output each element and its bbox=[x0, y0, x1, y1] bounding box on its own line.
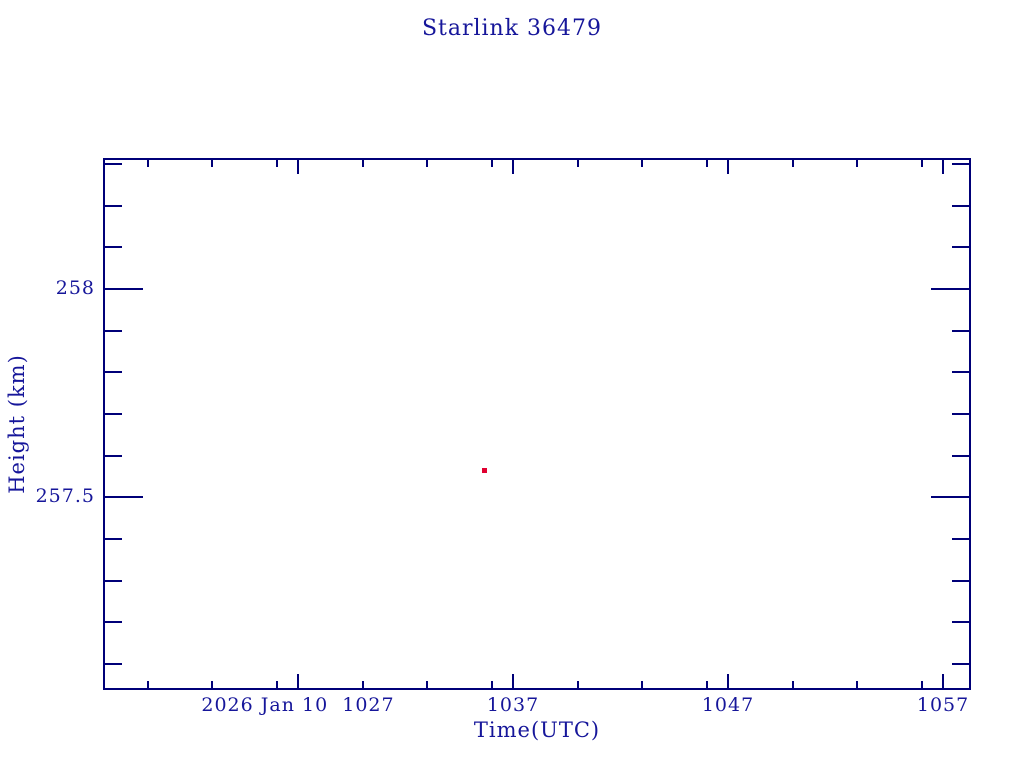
x-major-tick bbox=[297, 674, 299, 688]
x-minor-tick-mirror bbox=[920, 160, 923, 167]
y-minor-tick bbox=[105, 621, 122, 624]
y-axis-label: Height (km) bbox=[5, 354, 29, 494]
x-major-tick-mirror bbox=[727, 160, 730, 174]
y-minor-tick-mirror bbox=[952, 621, 969, 624]
y-major-tick bbox=[105, 496, 143, 499]
x-minor-tick-mirror bbox=[275, 160, 278, 167]
y-minor-tick bbox=[105, 538, 122, 541]
x-minor-tick bbox=[920, 681, 923, 688]
y-minor-tick bbox=[105, 204, 122, 207]
x-minor-tick-mirror bbox=[856, 160, 859, 167]
x-tick-label: 1037 bbox=[486, 694, 540, 716]
x-minor-tick bbox=[705, 681, 708, 688]
y-minor-tick bbox=[105, 663, 122, 666]
chart-title: Starlink 36479 bbox=[421, 16, 603, 41]
y-minor-tick bbox=[105, 454, 122, 457]
y-minor-tick-mirror bbox=[952, 454, 969, 457]
x-minor-tick bbox=[490, 681, 493, 688]
plot-area bbox=[103, 158, 971, 690]
x-major-tick-mirror bbox=[297, 160, 299, 174]
y-minor-tick-mirror bbox=[952, 538, 969, 541]
x-tick-label: 2026 Jan 10 1027 bbox=[201, 694, 395, 716]
x-minor-tick bbox=[641, 681, 644, 688]
x-tick-label: 1047 bbox=[701, 694, 755, 716]
x-minor-tick-mirror bbox=[426, 160, 429, 167]
y-minor-tick bbox=[105, 162, 122, 165]
x-major-tick bbox=[512, 674, 515, 688]
x-minor-tick-mirror bbox=[791, 160, 794, 167]
x-minor-tick bbox=[576, 681, 579, 688]
x-axis-label: Time(UTC) bbox=[473, 718, 601, 742]
x-major-tick bbox=[942, 674, 945, 688]
y-minor-tick-mirror bbox=[952, 204, 969, 207]
y-minor-tick-mirror bbox=[952, 162, 969, 165]
x-minor-tick bbox=[211, 681, 213, 688]
y-major-tick-mirror bbox=[931, 496, 969, 499]
x-minor-tick bbox=[275, 681, 278, 688]
y-minor-tick bbox=[105, 371, 122, 374]
y-minor-tick-mirror bbox=[952, 371, 969, 374]
x-minor-tick-mirror bbox=[146, 160, 149, 167]
y-minor-tick-mirror bbox=[952, 663, 969, 666]
y-tick-label: 257.5 bbox=[35, 485, 95, 508]
x-minor-tick-mirror bbox=[211, 160, 213, 167]
x-minor-tick-mirror bbox=[641, 160, 644, 167]
x-minor-tick-mirror bbox=[576, 160, 579, 167]
x-minor-tick-mirror bbox=[490, 160, 493, 167]
x-minor-tick bbox=[791, 681, 794, 688]
x-minor-tick bbox=[361, 681, 364, 688]
y-tick-label: 258 bbox=[55, 276, 95, 299]
y-minor-tick-mirror bbox=[952, 412, 969, 415]
x-minor-tick bbox=[856, 681, 859, 688]
x-minor-tick bbox=[426, 681, 429, 688]
x-minor-tick-mirror bbox=[705, 160, 708, 167]
x-major-tick-mirror bbox=[942, 160, 945, 174]
y-minor-tick-mirror bbox=[952, 329, 969, 332]
y-major-tick bbox=[105, 287, 143, 290]
y-minor-tick-mirror bbox=[952, 579, 969, 582]
y-minor-tick bbox=[105, 246, 122, 249]
y-major-tick-mirror bbox=[931, 287, 969, 290]
y-minor-tick bbox=[105, 412, 122, 415]
x-major-tick bbox=[727, 674, 730, 688]
x-minor-tick bbox=[146, 681, 149, 688]
x-tick-label: 1057 bbox=[916, 694, 970, 716]
data-point-marker bbox=[481, 467, 487, 473]
y-minor-tick-mirror bbox=[952, 246, 969, 249]
x-minor-tick-mirror bbox=[361, 160, 364, 167]
y-minor-tick bbox=[105, 579, 122, 582]
x-major-tick-mirror bbox=[512, 160, 515, 174]
y-minor-tick bbox=[105, 329, 122, 332]
